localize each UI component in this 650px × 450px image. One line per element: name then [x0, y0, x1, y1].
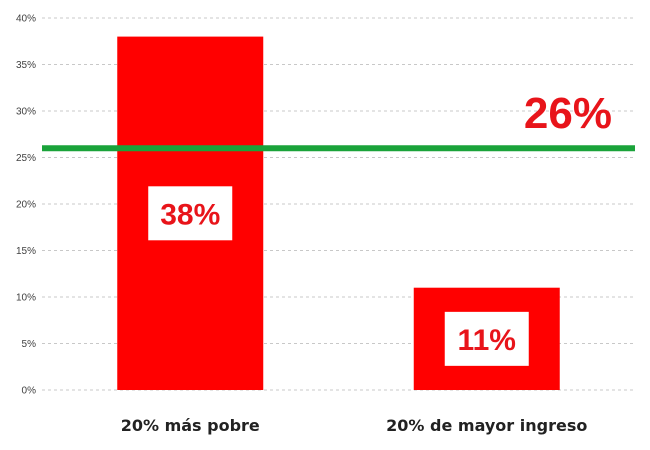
y-tick-label: 25%: [16, 153, 36, 164]
category-label: 20% más pobre: [121, 416, 260, 435]
data-label-box: [148, 186, 233, 241]
y-tick-label: 10%: [16, 293, 36, 304]
data-label: 38%: [160, 198, 220, 231]
data-label: 11%: [458, 324, 516, 357]
y-tick-label: 30%: [16, 107, 36, 118]
reference-line-label: 26%: [524, 89, 612, 138]
y-tick-label: 15%: [16, 246, 36, 257]
y-tick-label: 20%: [16, 200, 36, 211]
x-axis-categories: 20% más pobre 20% de mayor ingreso: [121, 416, 588, 435]
y-tick-label: 40%: [16, 14, 36, 25]
y-tick-label: 0%: [22, 386, 37, 397]
y-tick-label: 35%: [16, 60, 36, 71]
data-label-box: [444, 311, 529, 366]
reference-line-group: 26%: [42, 89, 635, 152]
y-tick-label: 5%: [22, 339, 37, 350]
y-axis-ticks: 0% 5% 10% 15% 20% 25% 30% 35% 40%: [16, 14, 36, 397]
data-labels: 38% 11%: [148, 186, 529, 366]
category-label: 20% de mayor ingreso: [386, 416, 587, 435]
